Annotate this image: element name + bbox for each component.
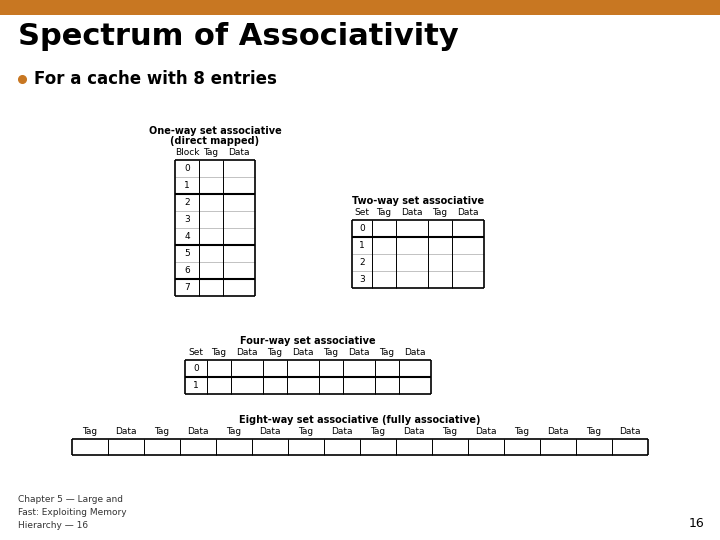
Text: Data: Data: [403, 427, 425, 436]
Text: Tag: Tag: [204, 148, 219, 157]
Text: Tag: Tag: [377, 208, 392, 217]
Text: Spectrum of Associativity: Spectrum of Associativity: [18, 22, 459, 51]
Text: Two-way set associative: Two-way set associative: [352, 196, 484, 206]
Text: Data: Data: [292, 348, 314, 357]
Text: Data: Data: [457, 208, 479, 217]
Text: Set: Set: [354, 208, 369, 217]
Text: 1: 1: [184, 181, 190, 190]
Text: Chapter 5 — Large and
Fast: Exploiting Memory
Hierarchy — 16: Chapter 5 — Large and Fast: Exploiting M…: [18, 495, 127, 530]
Text: Tag: Tag: [226, 427, 242, 436]
Text: Tag: Tag: [433, 208, 448, 217]
Text: Tag: Tag: [379, 348, 395, 357]
Text: One-way set associative: One-way set associative: [148, 126, 282, 136]
Text: Data: Data: [475, 427, 497, 436]
Text: Tag: Tag: [323, 348, 338, 357]
Text: Block: Block: [175, 148, 199, 157]
Text: Data: Data: [187, 427, 209, 436]
Text: Data: Data: [619, 427, 641, 436]
Text: 16: 16: [688, 517, 704, 530]
Text: Data: Data: [259, 427, 281, 436]
Text: Tag: Tag: [514, 427, 530, 436]
Text: Tag: Tag: [586, 427, 602, 436]
Text: 0: 0: [193, 364, 199, 373]
Text: Data: Data: [401, 208, 423, 217]
Text: Data: Data: [547, 427, 569, 436]
Text: 3: 3: [184, 215, 190, 224]
Text: 6: 6: [184, 266, 190, 275]
Text: Tag: Tag: [267, 348, 282, 357]
Text: 7: 7: [184, 283, 190, 292]
Text: Data: Data: [348, 348, 370, 357]
Text: 2: 2: [359, 258, 365, 267]
Bar: [0, 0, 720, 15]
Text: Tag: Tag: [298, 427, 314, 436]
Text: Four-way set associative: Four-way set associative: [240, 336, 376, 346]
Text: 2: 2: [184, 198, 190, 207]
Text: Tag: Tag: [212, 348, 227, 357]
Text: 1: 1: [359, 241, 365, 250]
Text: Set: Set: [189, 348, 204, 357]
Text: Tag: Tag: [442, 427, 458, 436]
Text: 0: 0: [184, 164, 190, 173]
Text: For a cache with 8 entries: For a cache with 8 entries: [34, 70, 277, 88]
Text: Tag: Tag: [154, 427, 170, 436]
Text: (direct mapped): (direct mapped): [171, 136, 260, 146]
Text: Tag: Tag: [82, 427, 98, 436]
Text: Data: Data: [404, 348, 426, 357]
Text: Eight-way set associative (fully associative): Eight-way set associative (fully associa…: [239, 415, 481, 425]
Text: 5: 5: [184, 249, 190, 258]
Text: Data: Data: [228, 148, 250, 157]
Text: 4: 4: [184, 232, 190, 241]
Text: 0: 0: [359, 224, 365, 233]
Text: Data: Data: [236, 348, 258, 357]
Text: Data: Data: [115, 427, 137, 436]
Text: 3: 3: [359, 275, 365, 284]
Text: 1: 1: [193, 381, 199, 390]
Text: Tag: Tag: [370, 427, 386, 436]
Text: Data: Data: [331, 427, 353, 436]
